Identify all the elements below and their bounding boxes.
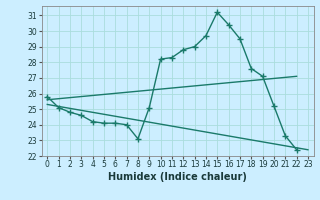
X-axis label: Humidex (Indice chaleur): Humidex (Indice chaleur) [108, 172, 247, 182]
